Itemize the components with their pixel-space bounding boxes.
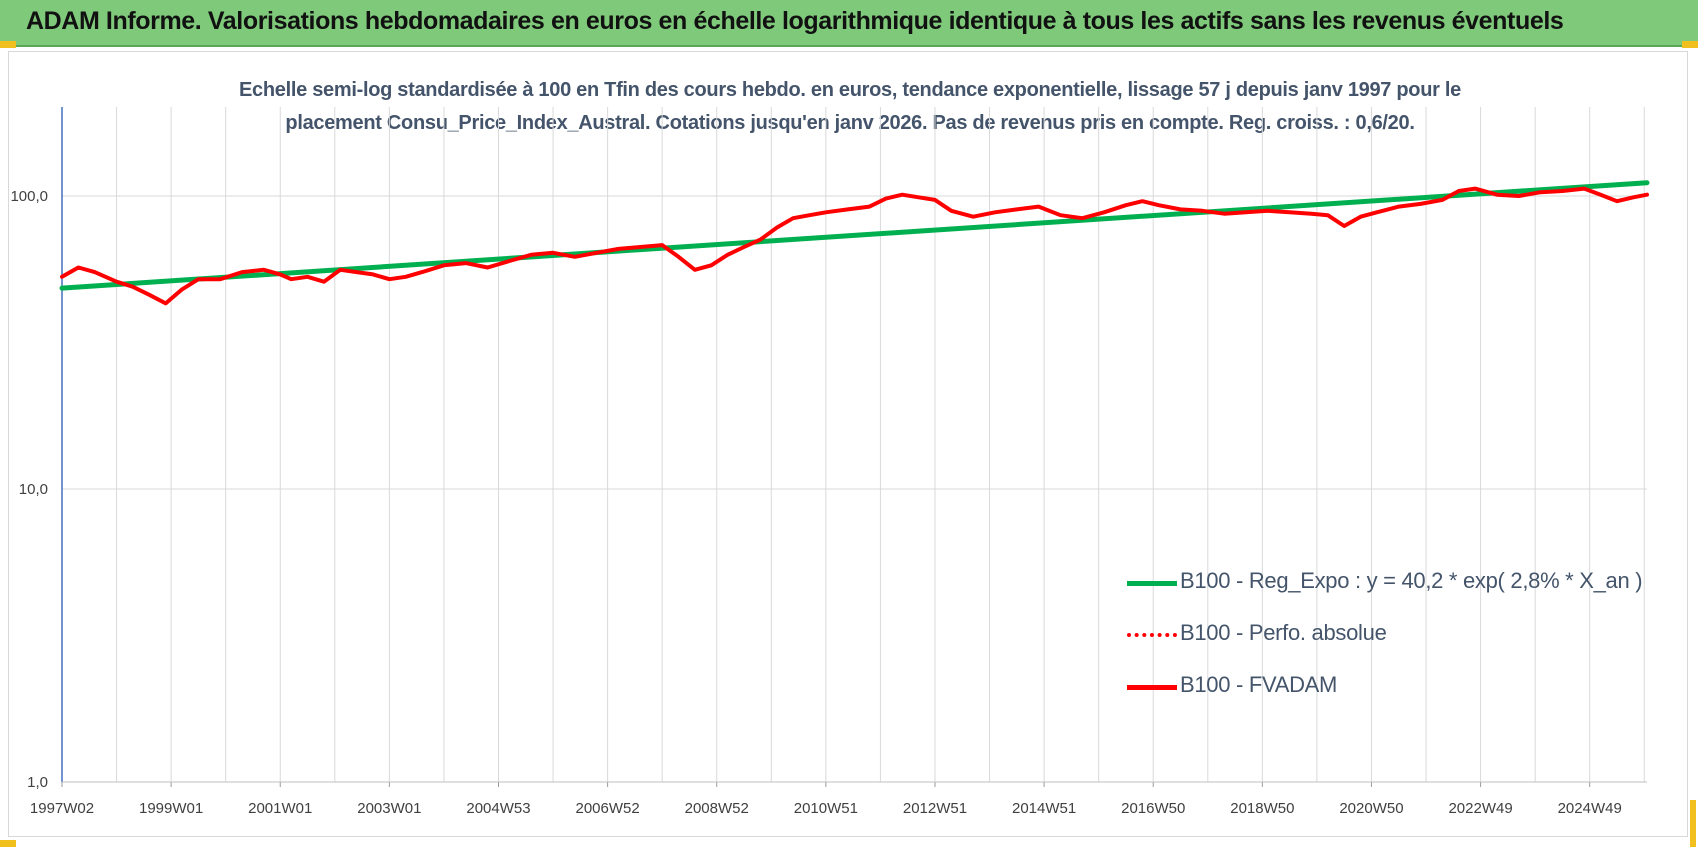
corner-marker-bottom-right xyxy=(1690,800,1696,847)
legend-label-perfo: B100 - Perfo. absolue xyxy=(1180,620,1387,645)
x-tick-label: 2016W50 xyxy=(1121,800,1185,817)
chart-title: Echelle semi-log standardisée à 100 en T… xyxy=(150,74,1550,140)
y-tick-label: 1,0 xyxy=(27,774,48,791)
series-layer xyxy=(59,180,1650,306)
x-tick-label: 2003W01 xyxy=(357,800,421,817)
chart-title-line-2: placement Consu_Price_Index_Austral. Cot… xyxy=(285,112,1415,134)
series-line-fvadam xyxy=(60,186,1649,306)
legend-swatch-trend xyxy=(1127,581,1177,586)
x-tick-label: 2001W01 xyxy=(248,800,312,817)
chart-frame xyxy=(8,51,1688,837)
y-tick-label: 100,0 xyxy=(10,188,48,205)
x-tick-label: 2010W51 xyxy=(794,800,858,817)
axis-layer xyxy=(61,107,1647,787)
x-tick-label: 2006W52 xyxy=(576,800,640,817)
x-tick-label: 2014W51 xyxy=(1012,800,1076,817)
x-tick-label: 2008W52 xyxy=(685,800,749,817)
y-tick-label: 10,0 xyxy=(19,481,48,498)
x-tick-label: 2024W49 xyxy=(1558,800,1622,817)
corner-marker-top-left xyxy=(0,41,16,48)
x-tick-label: 1999W01 xyxy=(139,800,203,817)
legend-swatch-perfo xyxy=(1127,633,1177,637)
label-layer: 1,0 10,0 100,0 1997W02 1999W01 2001W01 2003W01… xyxy=(10,188,1621,817)
legend-label-fvadam: B100 - FVADAM xyxy=(1180,672,1338,697)
x-tick-label: 1997W02 xyxy=(30,800,94,817)
series-line-trend xyxy=(59,180,1650,291)
header-bar: ADAM Informe. Valorisations hebdomadaire… xyxy=(0,0,1698,47)
x-tick-label: 2004W53 xyxy=(466,800,530,817)
legend-label-trend: B100 - Reg_Expo : y = 40,2 * exp( 2,8% *… xyxy=(1180,568,1643,593)
corner-marker-bottom-left xyxy=(0,840,16,847)
corner-marker-top-right xyxy=(1682,41,1698,48)
legend-swatch-fvadam xyxy=(1127,685,1177,690)
x-tick-label: 2018W50 xyxy=(1230,800,1294,817)
x-tick-label: 2012W51 xyxy=(903,800,967,817)
x-tick-label: 2020W50 xyxy=(1339,800,1403,817)
x-tick-label: 2022W49 xyxy=(1448,800,1512,817)
chart-title-line-1: Echelle semi-log standardisée à 100 en T… xyxy=(239,79,1461,101)
header-title: ADAM Informe. Valorisations hebdomadaire… xyxy=(26,7,1564,35)
